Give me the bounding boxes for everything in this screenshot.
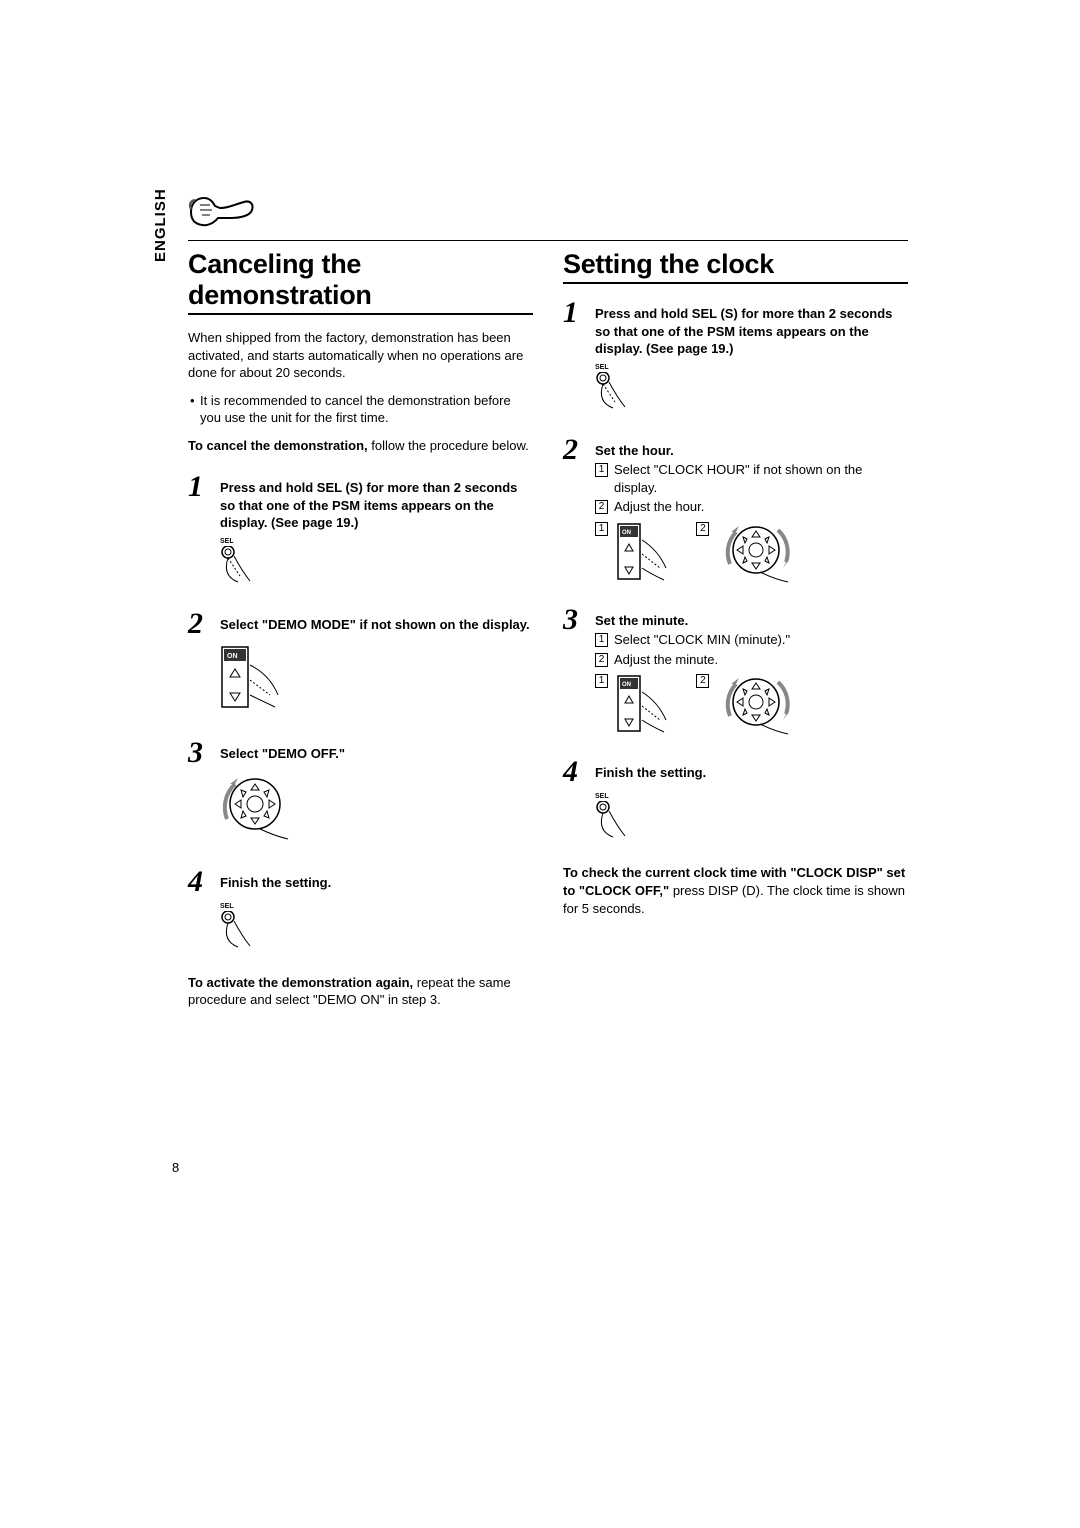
right-step-1: 1 Press and hold SEL (S) for more than 2… [563, 298, 908, 358]
box-2-icon: 2 [595, 500, 608, 514]
substep-text: Adjust the minute. [614, 651, 718, 669]
sel-label: SEL [220, 538, 533, 545]
sel-label: SEL [220, 903, 533, 910]
sel-button-art: SEL [595, 364, 908, 417]
button-and-dial-art: 1 ON 2 [595, 674, 908, 739]
step-number: 1 [188, 472, 212, 502]
left-step-4: 4 Finish the setting. [188, 867, 533, 897]
step-number: 4 [563, 757, 587, 787]
right-step2-sub2: 2 Adjust the hour. [595, 498, 908, 516]
sel-label: SEL [595, 364, 908, 371]
substep-text: Adjust the hour. [614, 498, 704, 516]
step-number: 3 [563, 605, 587, 635]
svg-text:ON: ON [622, 682, 631, 688]
left-bullet: It is recommended to cancel the demonstr… [188, 392, 533, 427]
left-section-title: Canceling the demonstration [188, 249, 533, 315]
right-step2-sub1: 1 Select "CLOCK HOUR" if not shown on th… [595, 461, 908, 496]
top-rule [188, 240, 908, 241]
step-number: 3 [188, 738, 212, 768]
box-1-icon: 1 [595, 463, 608, 477]
right-step3-sub1: 1 Select "CLOCK MIN (minute)." [595, 631, 908, 649]
left-lead: To cancel the demonstration, follow the … [188, 437, 533, 455]
left-step-2: 2 Select "DEMO MODE" if not shown on the… [188, 609, 533, 639]
box-1-icon: 1 [595, 674, 608, 688]
step-number: 2 [563, 435, 587, 465]
step-number: 4 [188, 867, 212, 897]
box-2-icon: 2 [696, 522, 709, 536]
right-step4-text: Finish the setting. [595, 764, 908, 782]
box-2-icon: 2 [696, 674, 709, 688]
right-step1-text: Press and hold SEL (S) for more than 2 s… [595, 305, 908, 358]
left-column: Canceling the demonstration When shipped… [188, 249, 533, 1009]
right-step-2: 2 Set the hour. 1 Select "CLOCK HOUR" if… [563, 435, 908, 516]
left-closing: To activate the demonstration again, rep… [188, 974, 533, 1009]
right-step3-title: Set the minute. [595, 612, 908, 630]
box-1-icon: 1 [595, 522, 608, 536]
step-number: 1 [563, 298, 587, 328]
page-content: ENGLISH Canceling the demonstration When… [188, 190, 908, 1009]
svg-text:ON: ON [227, 653, 238, 660]
left-lead-rest: follow the procedure below. [368, 438, 529, 453]
up-down-button-art: ON [220, 645, 533, 720]
sel-button-art: SEL [220, 538, 533, 591]
left-step4-text: Finish the setting. [220, 874, 533, 892]
left-step-1: 1 Press and hold SEL (S) for more than 2… [188, 472, 533, 532]
substep-text: Select "CLOCK MIN (minute)." [614, 631, 790, 649]
dial-art [220, 774, 533, 849]
right-step2-title: Set the hour. [595, 442, 908, 460]
right-section-title: Setting the clock [563, 249, 908, 284]
right-closing: To check the current clock time with "CL… [563, 864, 908, 917]
left-step3-text: Select "DEMO OFF." [220, 745, 533, 763]
pointing-hand-icon [188, 190, 908, 230]
left-step-3: 3 Select "DEMO OFF." [188, 738, 533, 768]
left-step2-text: Select "DEMO MODE" if not shown on the d… [220, 616, 533, 634]
sel-label: SEL [595, 793, 908, 800]
button-and-dial-art: 1 ON 2 [595, 522, 908, 587]
right-step-3: 3 Set the minute. 1 Select "CLOCK MIN (m… [563, 605, 908, 669]
left-step1-text: Press and hold SEL (S) for more than 2 s… [220, 479, 533, 532]
box-2-icon: 2 [595, 653, 608, 667]
sel-button-art: SEL [220, 903, 533, 956]
sel-button-art: SEL [595, 793, 908, 846]
svg-text:ON: ON [622, 530, 631, 536]
left-closing-bold: To activate the demonstration again, [188, 975, 413, 990]
right-column: Setting the clock 1 Press and hold SEL (… [563, 249, 908, 1009]
step-number: 2 [188, 609, 212, 639]
substep-text: Select "CLOCK HOUR" if not shown on the … [614, 461, 908, 496]
right-step-4: 4 Finish the setting. [563, 757, 908, 787]
left-lead-bold: To cancel the demonstration, [188, 438, 368, 453]
box-1-icon: 1 [595, 633, 608, 647]
left-intro: When shipped from the factory, demonstra… [188, 329, 533, 382]
language-tab: ENGLISH [152, 188, 169, 262]
page-number: 8 [172, 1160, 179, 1175]
right-step3-sub2: 2 Adjust the minute. [595, 651, 908, 669]
two-column-layout: Canceling the demonstration When shipped… [188, 249, 908, 1009]
